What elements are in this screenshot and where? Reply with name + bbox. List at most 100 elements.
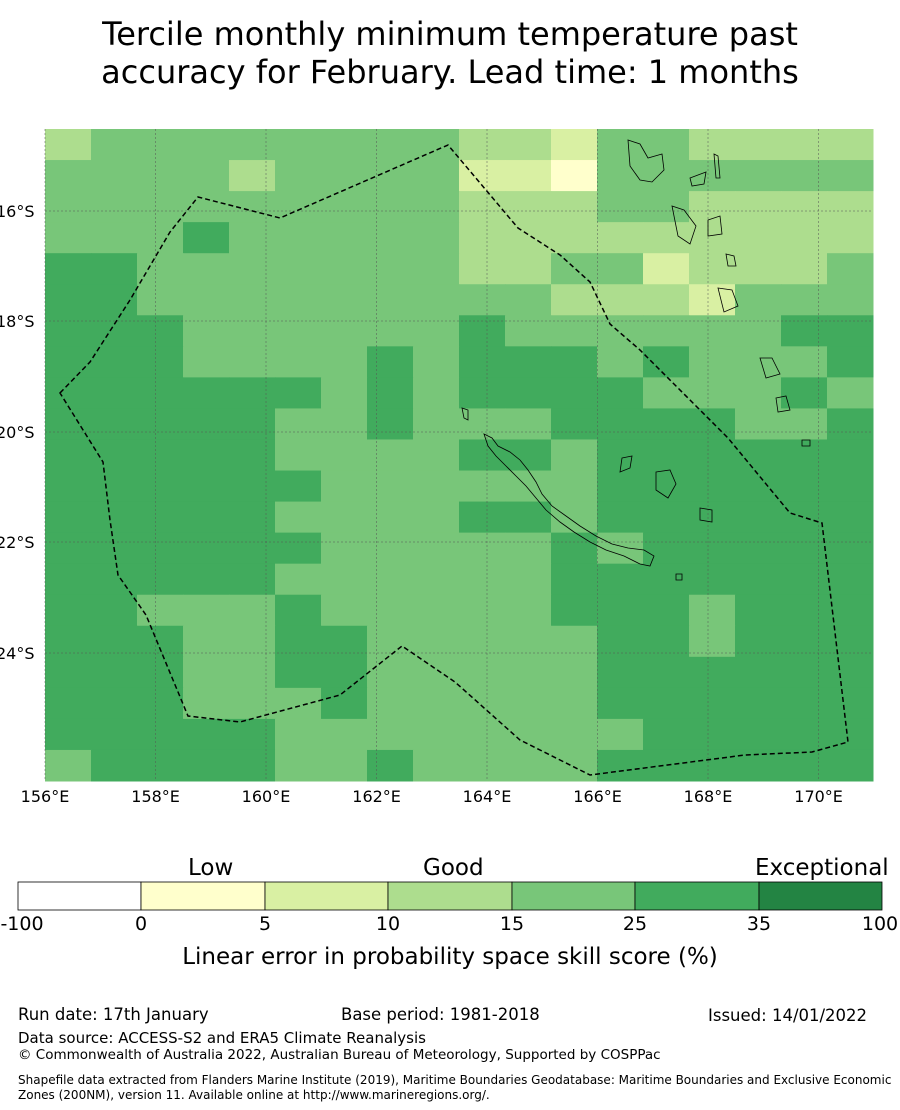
vanuatu-erromango: [717, 287, 739, 313]
grid-cell: [551, 532, 598, 565]
grid-cell: [689, 129, 736, 161]
grid-cell: [643, 191, 690, 223]
grid-cell: [459, 408, 506, 440]
grid-cell: [91, 284, 138, 316]
grid-cell: [91, 222, 138, 254]
grid-cell: [229, 470, 276, 503]
grid-cell: [137, 656, 184, 689]
grid-cell: [275, 408, 322, 440]
grid-cell: [183, 625, 230, 658]
grid-cell: [275, 470, 322, 503]
grid-cell: [827, 315, 874, 347]
grid-cell: [91, 594, 138, 627]
loyalty-island-2: [655, 469, 677, 499]
grid-cell: [735, 284, 782, 316]
grid-cell: [413, 284, 460, 316]
grid-cell: [459, 129, 506, 161]
grid-cell: [735, 253, 782, 285]
grid-cell: [45, 718, 92, 751]
grid-cell: [505, 594, 552, 627]
grid-cell: [183, 532, 230, 565]
grid-cell: [551, 439, 598, 472]
grid-cell: [91, 749, 138, 782]
grid-cell: [45, 563, 92, 596]
category-good: Good: [423, 855, 484, 881]
colorbar-swatch: [758, 881, 883, 911]
grid-cell: [459, 501, 506, 534]
grid-cell: [229, 501, 276, 534]
grid-cell: [367, 532, 414, 565]
grid-cell: [413, 346, 460, 378]
grid-cell: [689, 470, 736, 503]
grid-cell: [321, 625, 368, 658]
grid-cell: [551, 160, 598, 192]
category-low: Low: [188, 855, 234, 881]
grid-cell: [137, 129, 184, 161]
grid-cell: [459, 160, 506, 192]
grid-cell: [827, 222, 874, 254]
grid-cell: [275, 160, 322, 192]
vanuatu-aneityum: [775, 395, 791, 413]
grid-cell: [781, 625, 828, 658]
grid-cell: [229, 532, 276, 565]
grid-cell: [827, 284, 874, 316]
lon-label: 164°E: [462, 787, 512, 806]
grid-cell: [413, 594, 460, 627]
grid-cell: [689, 408, 736, 440]
grid-cell: [275, 532, 322, 565]
grid-cell: [91, 718, 138, 751]
grid-cell: [321, 470, 368, 503]
grid-cell: [275, 253, 322, 285]
grid-cell: [321, 222, 368, 254]
lon-label: 158°E: [131, 787, 180, 806]
grid-cell: [229, 191, 276, 223]
grid-cell: [229, 315, 276, 347]
colorbar-swatch: [264, 881, 389, 911]
grid-cell: [321, 129, 368, 161]
grid-cell: [551, 718, 598, 751]
grid-cell: [45, 532, 92, 565]
grid-cell: [827, 408, 874, 440]
grid-cell: [643, 470, 690, 503]
grid-cell: [505, 656, 552, 689]
grid-cell: [505, 718, 552, 751]
grid-cell: [367, 222, 414, 254]
colorbar: [17, 881, 883, 911]
grid-cell: [137, 439, 184, 472]
vanuatu-island-b: [689, 171, 707, 187]
grid-cell: [643, 687, 690, 720]
grid-cell: [597, 408, 644, 440]
grid-cell: [321, 749, 368, 782]
colorbar-tick: 10: [375, 913, 401, 935]
grid-cell: [321, 656, 368, 689]
grid-cell: [597, 594, 644, 627]
grid-cell: [597, 470, 644, 503]
grid-cell: [367, 594, 414, 627]
grid-cell: [275, 749, 322, 782]
grid-cell: [45, 284, 92, 316]
colorbar-swatch: [511, 881, 636, 911]
grid-cell: [735, 532, 782, 565]
grid-cell: [229, 284, 276, 316]
grid-cell: [597, 160, 644, 192]
grid-cell: [183, 718, 230, 751]
grid-cell: [137, 191, 184, 223]
grid-cell: [459, 718, 506, 751]
grid-cell: [643, 594, 690, 627]
grid-cell: [183, 439, 230, 472]
grid-cell: [413, 377, 460, 409]
lon-label: 166°E: [573, 787, 622, 806]
grid-cell: [689, 749, 736, 782]
grid-cell: [827, 532, 874, 565]
colorbar-swatch: [634, 881, 760, 911]
colorbar-tick: 5: [258, 913, 272, 935]
grid-cell: [781, 129, 828, 161]
grid-cell: [413, 625, 460, 658]
grid-cell: [597, 563, 644, 596]
grid-cell: [597, 625, 644, 658]
grid-cell: [643, 160, 690, 192]
grid-cell: [643, 346, 690, 378]
lat-label: 18°S: [0, 312, 35, 331]
grid-cell: [505, 749, 552, 782]
grid-cell: [735, 718, 782, 751]
